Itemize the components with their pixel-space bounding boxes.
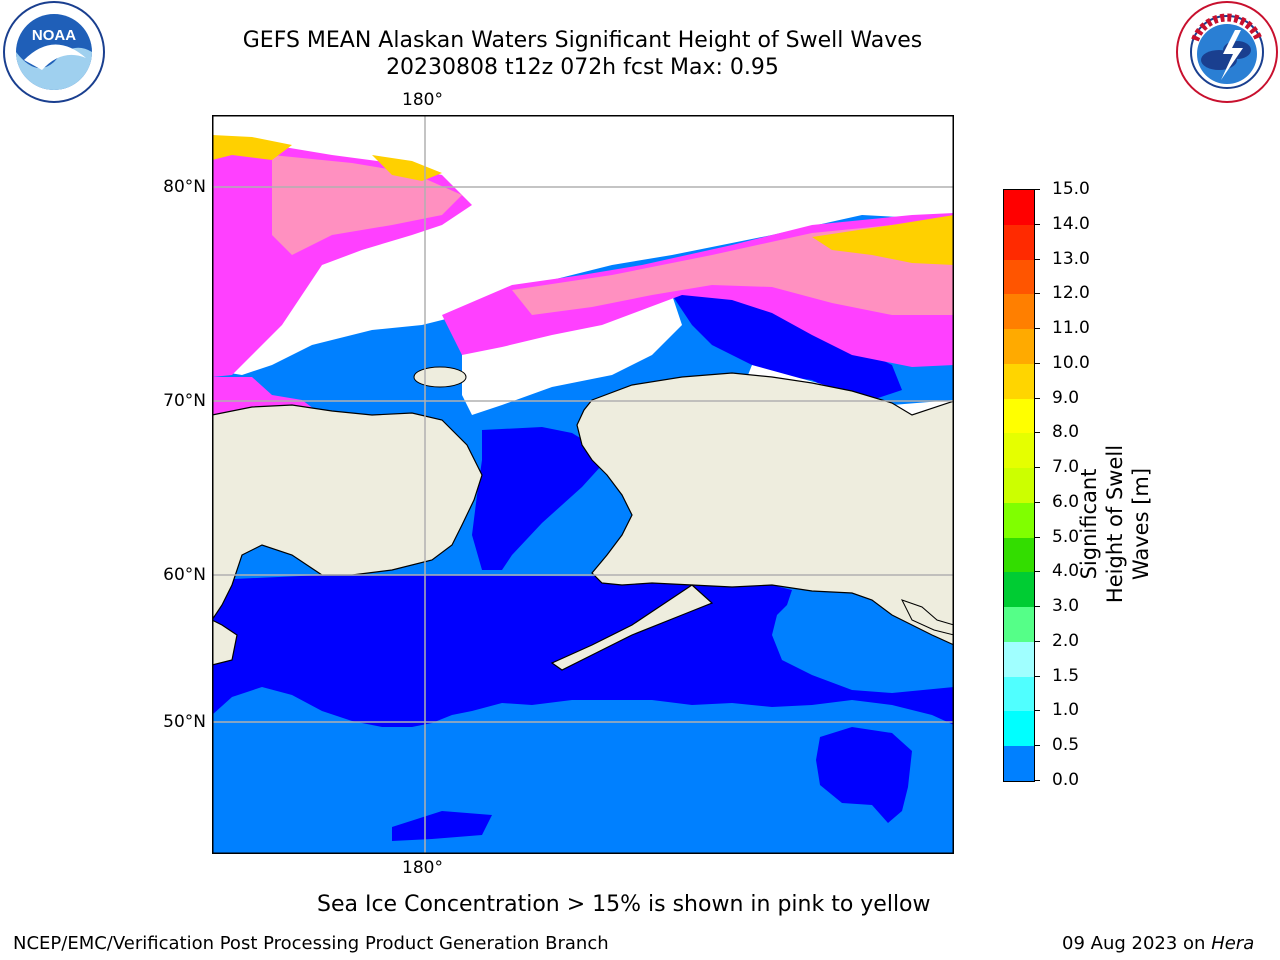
colorbar-tick-mark	[1034, 258, 1040, 260]
sea-ice-note: Sea Ice Concentration > 15% is shown in …	[317, 892, 931, 917]
colorbar-tick-mark	[1034, 675, 1040, 677]
map-gridlines	[212, 115, 954, 854]
colorbar-segment	[1004, 433, 1034, 469]
lat-label-60: 60°N	[163, 565, 206, 585]
colorbar-segment	[1004, 746, 1034, 782]
colorbar-segment	[1004, 572, 1034, 608]
footer-date-text: 09 Aug 2023 on	[1062, 933, 1206, 954]
noaa-logo: NOAA	[3, 1, 105, 103]
colorbar-segment	[1004, 676, 1034, 712]
colorbar-tick-label: 12.0	[1052, 283, 1090, 304]
footer-date: 09 Aug 2023 on Hera	[1062, 933, 1254, 954]
colorbar-tick-mark	[1034, 571, 1040, 573]
swell-0-0-5-chukchi	[472, 427, 602, 570]
colorbar-tick-label: 15.0	[1052, 179, 1090, 199]
colorbar-tick-mark	[1034, 640, 1040, 642]
lat-label-50: 50°N	[163, 712, 206, 732]
colorbar-tick-label: 0.5	[1052, 735, 1080, 756]
colorbar-tick-mark	[1034, 432, 1040, 434]
colorbar-tick-mark	[1034, 362, 1040, 364]
colorbar-tick-label: 13.0	[1052, 248, 1090, 269]
colorbar-segment	[1004, 294, 1034, 330]
colorbar-tick-label: 11.0	[1052, 318, 1090, 339]
colorbar-tick-mark	[1034, 536, 1040, 538]
colorbar-segment	[1004, 641, 1034, 678]
colorbar-segment	[1004, 398, 1034, 434]
lon-label-bottom: 180°	[402, 858, 443, 878]
colorbar-segment	[1004, 537, 1034, 573]
colorbar-tick-mark	[1034, 780, 1040, 781]
colorbar-tick-label: 1.5	[1052, 665, 1080, 686]
colorbar-tick-mark	[1034, 501, 1040, 503]
colorbar-segment	[1004, 468, 1034, 504]
colorbar-tick-mark	[1034, 223, 1040, 225]
colorbar-label: Significant Height of Swell Waves [m]	[1077, 444, 1153, 604]
colorbar-tick-label: 1.0	[1052, 700, 1080, 721]
colorbar-tick-label: 9.0	[1052, 387, 1080, 408]
colorbar-tick-label: 2.0	[1052, 630, 1080, 651]
map-panel	[212, 115, 954, 854]
colorbar-segment	[1004, 259, 1034, 295]
noaa-logo-text: NOAA	[32, 27, 76, 44]
colorbar-tick-mark	[1034, 745, 1040, 747]
colorbar-tick-label: 6.0	[1052, 491, 1080, 512]
colorbar-tick-mark	[1034, 606, 1040, 608]
colorbar-tick-label: 0.0	[1052, 770, 1080, 790]
colorbar-tick-mark	[1034, 397, 1040, 399]
colorbar-tick-label: 7.0	[1052, 457, 1080, 478]
colorbar-tick-mark	[1034, 710, 1040, 712]
colorbar-segment	[1004, 363, 1034, 400]
colorbar-tick-label: 5.0	[1052, 526, 1080, 547]
lon-label-top: 180°	[402, 90, 443, 110]
colorbar-segment	[1004, 329, 1034, 365]
colorbar-segment	[1004, 502, 1034, 539]
colorbar-segment	[1004, 190, 1034, 226]
colorbar	[1003, 189, 1035, 782]
lat-label-80: 80°N	[163, 177, 206, 197]
footer-host: Hera	[1211, 933, 1255, 954]
colorbar-segment	[1004, 711, 1034, 747]
colorbar-tick-mark	[1034, 189, 1040, 190]
lat-label-70: 70°N	[163, 391, 206, 411]
colorbar-tick-label: 4.0	[1052, 561, 1080, 582]
colorbar-tick-label: 3.0	[1052, 596, 1080, 617]
colorbar-tick-mark	[1034, 467, 1040, 469]
swell-0-0-5-region-3	[392, 811, 492, 841]
colorbar-tick-mark	[1034, 328, 1040, 330]
colorbar-tick-label: 14.0	[1052, 213, 1090, 234]
land-alaska	[576, 372, 954, 646]
chart-title: GEFS MEAN Alaskan Waters Significant Hei…	[242, 28, 923, 53]
colorbar-tick-mark	[1034, 293, 1040, 295]
nws-logo	[1176, 1, 1278, 103]
colorbar-tick-label: 8.0	[1052, 422, 1080, 443]
colorbar-segment	[1004, 224, 1034, 260]
footer-credit: NCEP/EMC/Verification Post Processing Pr…	[13, 933, 609, 954]
swell-0-0-5-arctic	[672, 285, 902, 400]
chart-subtitle: 20230808 t12z 072h fcst Max: 0.95	[386, 55, 779, 80]
land-siberia	[212, 404, 483, 622]
colorbar-tick-label: 10.0	[1052, 352, 1090, 373]
map-border	[212, 115, 954, 854]
swell-0-0-5-region-2	[816, 727, 912, 823]
colorbar-segment	[1004, 607, 1034, 643]
